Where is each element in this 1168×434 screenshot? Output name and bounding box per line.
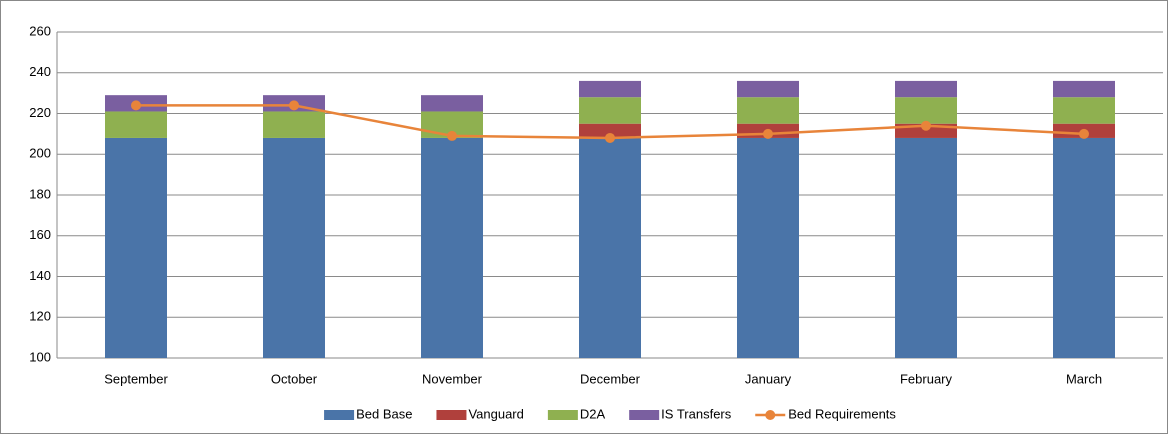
line-marker: [289, 100, 299, 111]
line-marker: [763, 128, 773, 139]
y-tick-label: 140: [29, 268, 51, 283]
bar-segment: [895, 97, 957, 124]
bar-segment: [263, 137, 325, 358]
line-marker: [131, 100, 141, 111]
x-tick-label: January: [745, 371, 792, 386]
legend-label: Vanguard: [468, 406, 523, 421]
x-tick-label: December: [580, 371, 641, 386]
y-tick-label: 180: [29, 186, 51, 201]
x-tick-label: November: [422, 371, 483, 386]
bar-segment: [737, 97, 799, 124]
bar-segment: [263, 111, 325, 138]
x-tick-label: September: [104, 371, 168, 386]
bar-segment: [895, 137, 957, 358]
bar-segment: [895, 80, 957, 98]
legend-label: IS Transfers: [661, 406, 732, 421]
legend-label: D2A: [580, 406, 606, 421]
y-tick-label: 120: [29, 309, 51, 324]
y-tick-label: 160: [29, 227, 51, 242]
legend-label: Bed Base: [356, 406, 412, 421]
legend-swatch: [436, 410, 467, 420]
legend-swatch: [765, 410, 776, 420]
bar-segment: [421, 95, 483, 112]
bar-segment: [579, 137, 641, 358]
y-tick-label: 200: [29, 146, 51, 161]
x-tick-label: February: [900, 371, 953, 386]
line-marker: [447, 130, 457, 141]
legend-label: Bed Requirements: [788, 406, 896, 421]
y-tick-label: 100: [29, 349, 51, 364]
y-tick-label: 240: [29, 64, 51, 79]
bar-segment: [737, 137, 799, 358]
legend-swatch: [629, 410, 660, 420]
bar-segment: [737, 80, 799, 98]
bar-segment: [105, 111, 167, 138]
line-marker: [605, 132, 615, 143]
bar-segment: [105, 137, 167, 358]
bar-segment: [579, 123, 641, 138]
y-tick-label: 260: [29, 23, 51, 38]
line-marker: [1079, 128, 1089, 139]
x-tick-label: October: [271, 371, 318, 386]
bar-segment: [579, 80, 641, 98]
bar-segment: [1053, 80, 1115, 98]
bar-segment: [1053, 137, 1115, 358]
y-tick-label: 220: [29, 105, 51, 120]
x-tick-label: March: [1066, 371, 1102, 386]
legend-swatch: [324, 410, 355, 420]
bar-segment: [421, 137, 483, 358]
bar-segment: [579, 97, 641, 124]
bar-segment: [1053, 97, 1115, 124]
legend: Bed Base Vanguard D2A IS Transfers Bed Requi…: [324, 406, 896, 421]
legend-swatch: [547, 410, 578, 420]
line-marker: [921, 120, 931, 131]
